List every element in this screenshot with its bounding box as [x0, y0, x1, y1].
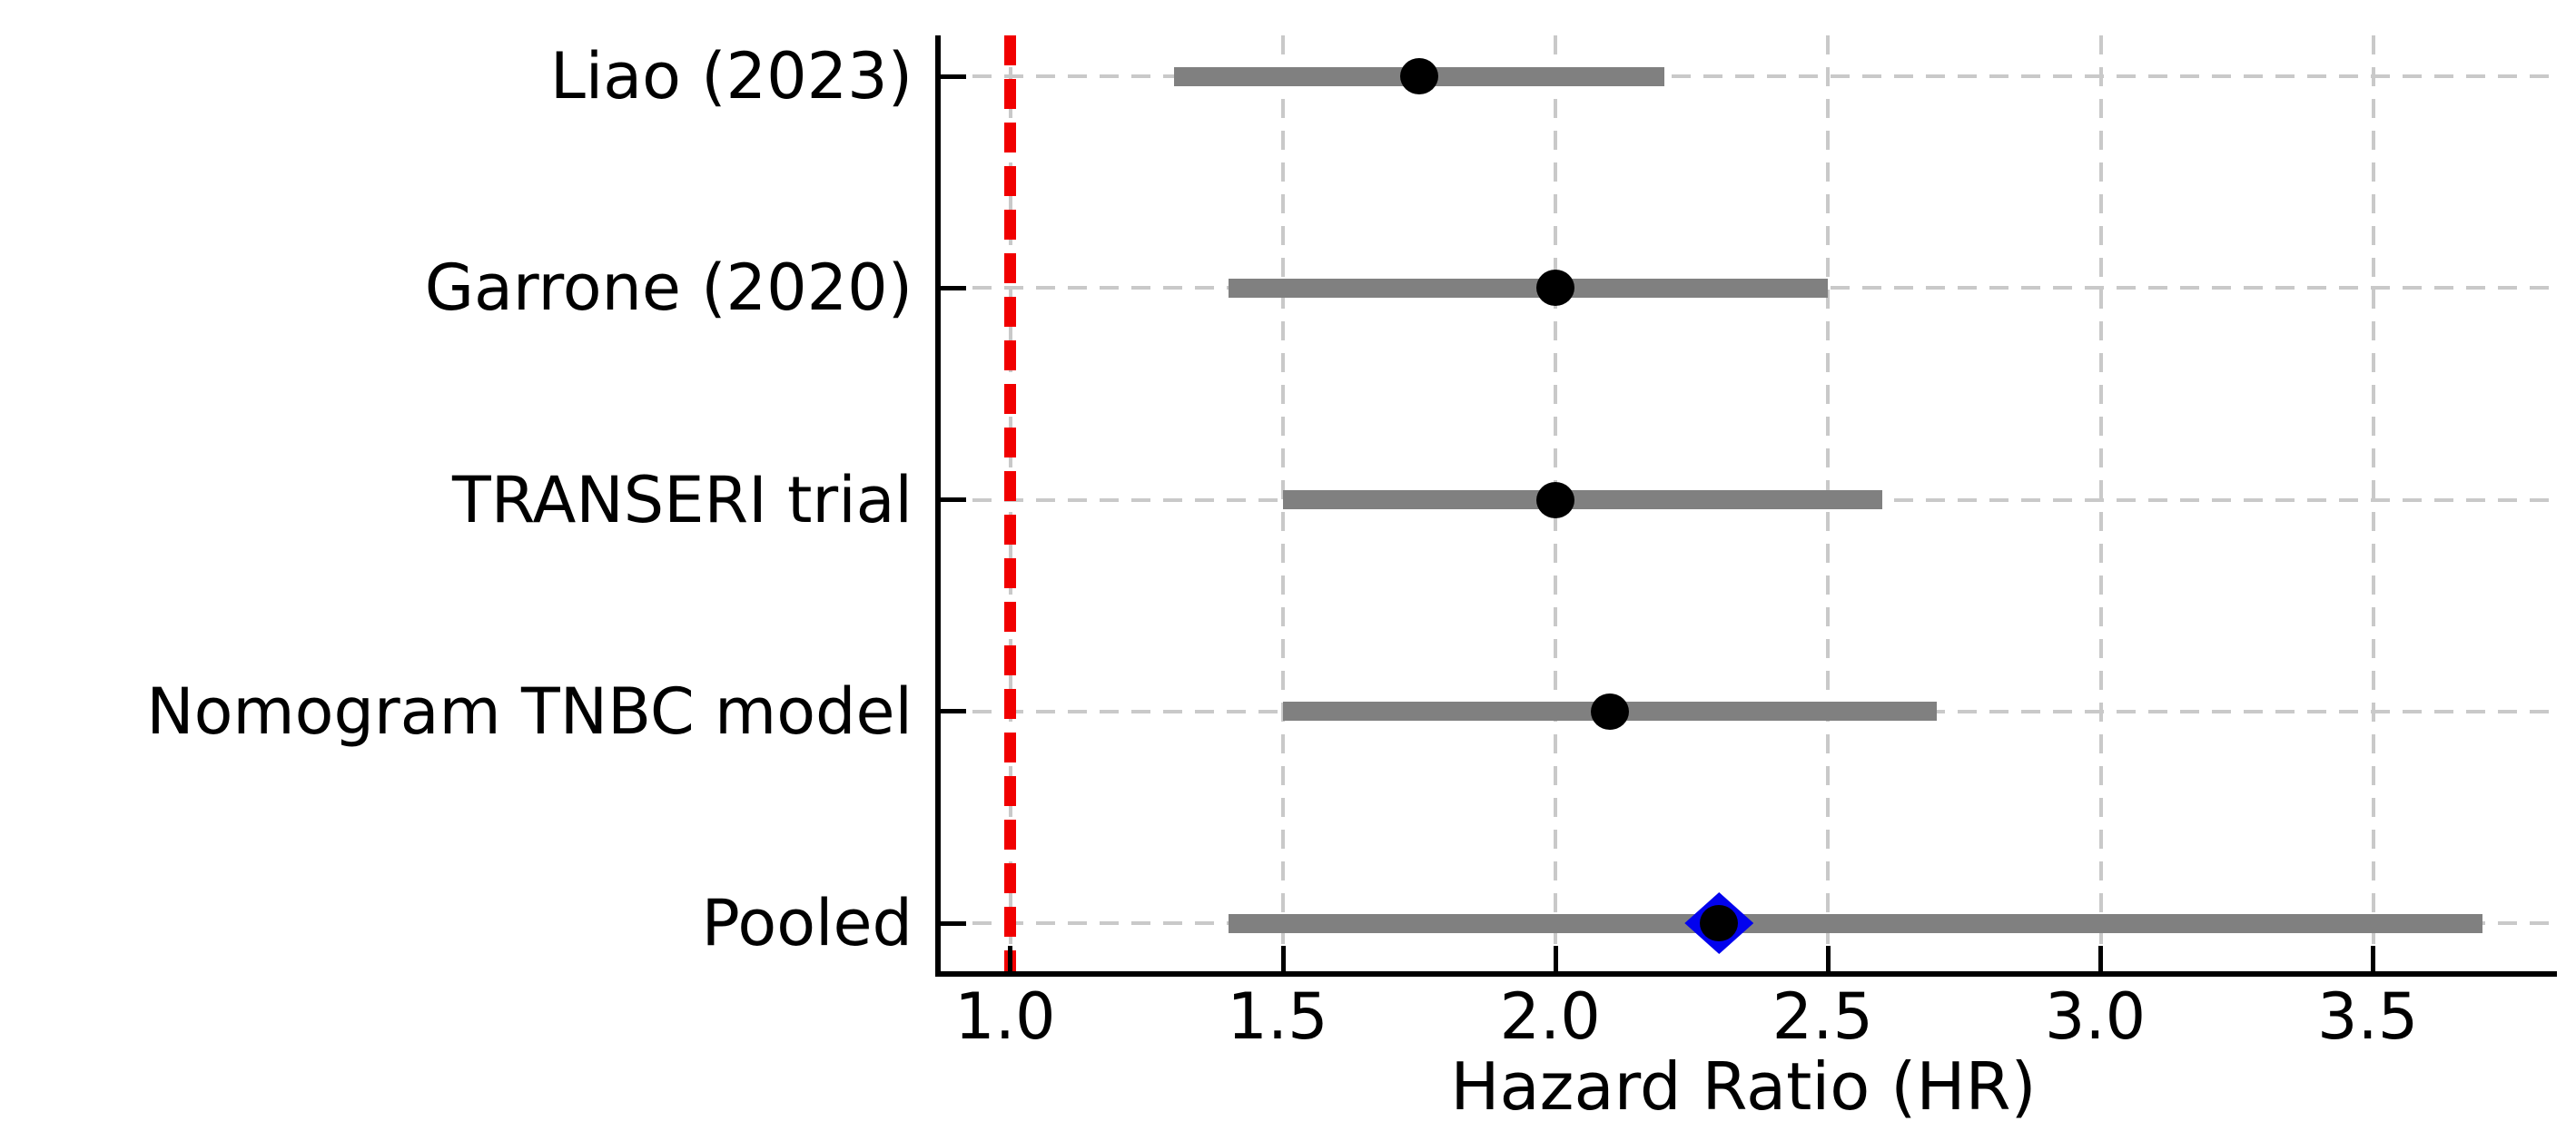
x-axis-title: Hazard Ratio (HR) [1450, 1048, 2037, 1125]
x-tick-mark [2098, 946, 2104, 971]
x-gridline [2098, 35, 2103, 971]
y-tick-mark [941, 497, 966, 502]
ci-bar [1228, 278, 1829, 298]
point-estimate-marker [1400, 58, 1439, 94]
point-estimate-marker [1536, 481, 1575, 518]
ci-bar [1228, 913, 2482, 933]
y-axis-label: Garrone (2020) [424, 251, 913, 326]
x-tick-label: 1.5 [1227, 979, 1328, 1054]
ci-bar [1283, 490, 1883, 509]
x-tick-label: 2.5 [1772, 979, 1874, 1054]
x-tick-label: 2.0 [1499, 979, 1601, 1054]
x-tick-mark [1825, 946, 1831, 971]
y-axis-label: Pooled [701, 886, 913, 960]
x-tick-label: 3.0 [2044, 979, 2147, 1054]
plot-area [935, 35, 2557, 977]
point-estimate-marker [1591, 693, 1630, 730]
y-tick-mark [941, 285, 966, 290]
pooled-point-marker [1700, 905, 1739, 941]
x-gridline [2371, 35, 2375, 971]
y-axis-label: TRANSERI trial [451, 462, 913, 537]
y-axis-label: Liao (2023) [549, 39, 913, 113]
y-tick-mark [941, 920, 966, 926]
point-estimate-marker [1536, 270, 1575, 307]
row-gridline [941, 74, 2557, 78]
x-tick-mark [1280, 946, 1286, 971]
y-tick-mark [941, 709, 966, 714]
y-tick-mark [941, 74, 966, 79]
x-tick-label: 3.5 [2317, 979, 2419, 1054]
x-tick-label: 1.0 [954, 979, 1056, 1054]
x-tick-mark [2371, 946, 2376, 971]
x-tick-mark [1008, 946, 1013, 971]
x-tick-mark [1553, 946, 1558, 971]
reference-line [1004, 35, 1017, 971]
y-axis-label: Nomogram TNBC model [146, 674, 913, 749]
